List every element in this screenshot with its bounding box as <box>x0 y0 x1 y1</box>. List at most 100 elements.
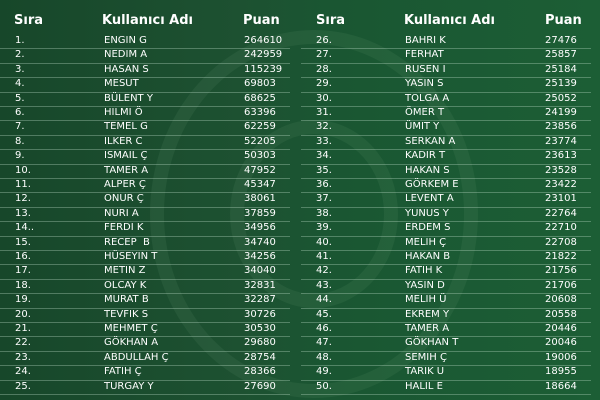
points-cell: 52205 <box>244 135 276 147</box>
table-row: 35. HAKAN S 23528 <box>301 164 591 179</box>
table-row: 22. GÖKHAN A 29680 <box>0 336 290 352</box>
points-cell: 242959 <box>244 49 283 61</box>
points-cell: 115239 <box>244 63 283 75</box>
username-cell: HASAN S <box>104 63 149 75</box>
username-cell: HAKAN B <box>405 251 451 262</box>
rank-cell: 17. <box>15 265 31 277</box>
points-cell: 28366 <box>244 366 276 378</box>
username-cell: ONUR Ç <box>104 193 144 205</box>
points-cell: 34040 <box>244 265 276 277</box>
header-points: Puan <box>545 13 582 28</box>
points-cell: 69803 <box>244 78 276 90</box>
rank-cell: 23. <box>15 351 31 363</box>
rank-cell: 5. <box>15 92 25 104</box>
table-row: 18. OLCAY K 32831 <box>0 279 290 295</box>
header-username: Kullanıcı Adı <box>102 13 194 28</box>
points-cell: 22708 <box>545 236 577 248</box>
rank-cell: 40. <box>316 236 332 248</box>
rank-cell: 33. <box>316 135 332 147</box>
points-cell: 23613 <box>545 150 577 162</box>
username-cell: MURAT B <box>104 294 149 306</box>
table-row: 10. TAMER A 47952 <box>0 164 290 179</box>
rank-cell: 46. <box>316 323 332 334</box>
rank-cell: 12. <box>15 193 31 205</box>
points-cell: 37859 <box>244 207 276 219</box>
table-row: 12. ONUR Ç 38061 <box>0 192 290 208</box>
points-cell: 20446 <box>545 323 577 334</box>
points-cell: 34740 <box>244 236 276 248</box>
username-cell: MELIH Ü <box>405 294 447 306</box>
rank-cell: 8. <box>15 135 25 147</box>
table-row: 48. SEMIH Ç 19006 <box>301 351 591 367</box>
points-cell: 20558 <box>545 308 577 320</box>
points-cell: 264610 <box>244 35 283 46</box>
points-cell: 25184 <box>545 63 577 75</box>
points-cell: 29680 <box>244 337 276 349</box>
username-cell: BAHRI K <box>405 35 446 46</box>
points-cell: 19006 <box>545 351 577 363</box>
points-cell: 25139 <box>545 78 577 90</box>
points-cell: 32287 <box>244 294 276 306</box>
rank-cell: 4. <box>15 78 25 90</box>
points-cell: 27690 <box>244 380 276 392</box>
rank-cell: 38. <box>316 207 332 219</box>
points-cell: 18955 <box>545 366 577 378</box>
username-cell: FERHAT <box>405 49 444 61</box>
points-cell: 23774 <box>545 135 577 147</box>
points-cell: 34956 <box>244 222 276 234</box>
username-cell: RECEP B <box>104 236 150 248</box>
table-row: 19. MURAT B 32287 <box>0 293 290 309</box>
username-cell: ERDEM S <box>405 222 451 234</box>
points-cell: 25052 <box>545 92 577 104</box>
username-cell: TOLGA A <box>405 92 450 104</box>
table-row: 30. TOLGA A 25052 <box>301 92 591 107</box>
table-row: 34. KADIR T 23613 <box>301 149 591 165</box>
table-row: 38. YUNUS Y 22764 <box>301 207 591 223</box>
table-row: 20. TEVFIK S 30726 <box>0 308 290 323</box>
table-row: 4. MESUT 69803 <box>0 77 290 93</box>
points-cell: 23422 <box>545 179 577 190</box>
username-cell: FATIH K <box>405 265 443 277</box>
table-row: 45. EKREM Y 20558 <box>301 308 591 323</box>
rank-cell: 37. <box>316 193 332 205</box>
points-cell: 45347 <box>244 179 276 190</box>
table-row: 42. FATIH K 21756 <box>301 264 591 280</box>
username-cell: HÜSEYIN T <box>104 251 158 262</box>
rank-cell: 18. <box>15 279 31 291</box>
table-row: 13. NURI A 37859 <box>0 207 290 223</box>
table-row: 5. BÜLENT Y 68625 <box>0 92 290 107</box>
username-cell: OLCAY K <box>104 279 147 291</box>
rank-cell: 11. <box>15 179 31 190</box>
rank-cell: 43. <box>316 279 332 291</box>
points-cell: 22764 <box>545 207 577 219</box>
rank-cell: 6. <box>15 107 25 118</box>
header-rank: Sıra <box>14 13 44 28</box>
rank-cell: 29. <box>316 78 332 90</box>
points-cell: 34256 <box>244 251 276 262</box>
leaderboard-column-left: Sıra Kullanıcı Adı Puan 1. ENGIN G 264610 2… <box>0 13 290 395</box>
username-cell: ÖMER T <box>405 107 445 118</box>
points-cell: 23528 <box>545 164 577 176</box>
points-cell: 63396 <box>244 107 276 118</box>
rank-cell: 48. <box>316 351 332 363</box>
username-cell: NURI A <box>104 207 139 219</box>
username-cell: TEVFIK S <box>104 308 149 320</box>
username-cell: YASIN D <box>405 279 445 291</box>
points-cell: 32831 <box>244 279 276 291</box>
table-row: 3. HASAN S 115239 <box>0 63 290 79</box>
rank-cell: 35. <box>316 164 332 176</box>
points-cell: 20608 <box>545 294 577 306</box>
table-row: 28. RUSEN I 25184 <box>301 63 591 79</box>
rank-cell: 36. <box>316 179 332 190</box>
table-row: 41. HAKAN B 21822 <box>301 250 591 266</box>
rank-cell: 13. <box>15 207 31 219</box>
header-username: Kullanıcı Adı <box>404 13 496 28</box>
points-cell: 50303 <box>244 150 276 162</box>
username-cell: MELIH Ç <box>405 236 447 248</box>
table-row: 21. MEHMET Ç 30530 <box>0 322 290 338</box>
username-cell: MESUT <box>104 78 139 90</box>
table-row: 11. ALPER Ç 45347 <box>0 178 290 194</box>
rank-cell: 31. <box>316 107 332 118</box>
table-row: 44. MELIH Ü 20608 <box>301 293 591 309</box>
rank-cell: 44. <box>316 294 332 306</box>
